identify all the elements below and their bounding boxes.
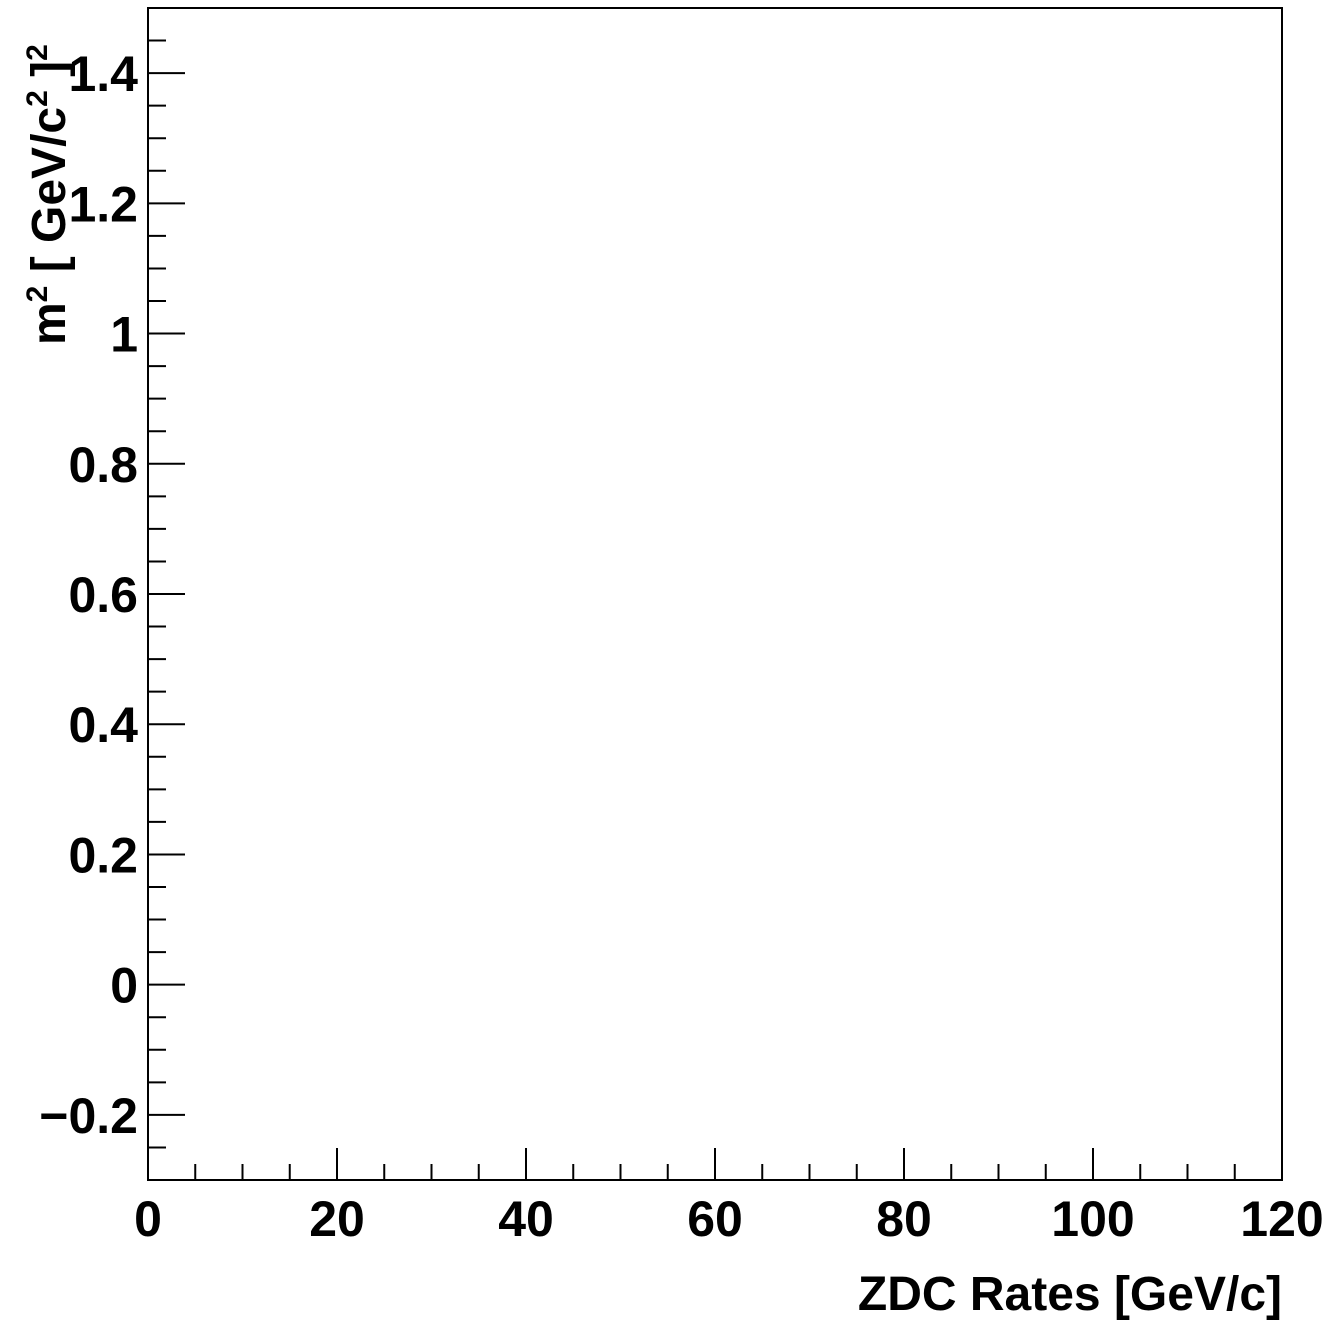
x-tick-label: 0 [134, 1191, 162, 1247]
x-tick-label: 100 [1051, 1191, 1134, 1247]
x-tick-label: 60 [687, 1191, 743, 1247]
axis-ticks [147, 7, 1283, 1181]
y-tick-label: 0.2 [68, 827, 138, 883]
x-tick-label: 80 [876, 1191, 932, 1247]
y-tick-label: 0 [110, 958, 138, 1014]
y-tick-label: 0.6 [68, 567, 138, 623]
y-axis-title-close: ] [23, 61, 76, 90]
y-axis-title-m: m [23, 302, 76, 345]
y-tick-label: 1.2 [68, 176, 138, 232]
y-tick-label: 1 [110, 307, 138, 363]
y-tick-label: 1.4 [68, 46, 138, 102]
y-axis-title-unit: [ GeV/c [23, 107, 76, 286]
y-axis-title: m2 [ GeV/c2 ]2 [21, 44, 76, 345]
x-axis-title: ZDC Rates [GeV/c] [858, 1268, 1282, 1320]
x-tick-label: 40 [498, 1191, 554, 1247]
x-tick-label: 120 [1240, 1191, 1323, 1247]
y-axis-title-m-sup: 2 [21, 286, 54, 303]
axis-tick-labels: 0 20 40 60 80 100 120 −0.2 0 0.2 0.4 0.6 0.8 1 1.2 1.4 [39, 46, 1323, 1247]
y-tick-label: 0.8 [68, 437, 138, 493]
y-axis-title-c-sup: 2 [21, 90, 54, 107]
y-axis-title-close-sup: 2 [21, 44, 54, 61]
x-tick-label: 20 [309, 1191, 365, 1247]
y-tick-label: 0.4 [68, 697, 138, 753]
plot-frame [147, 7, 1283, 1181]
y-tick-label: −0.2 [39, 1088, 138, 1144]
